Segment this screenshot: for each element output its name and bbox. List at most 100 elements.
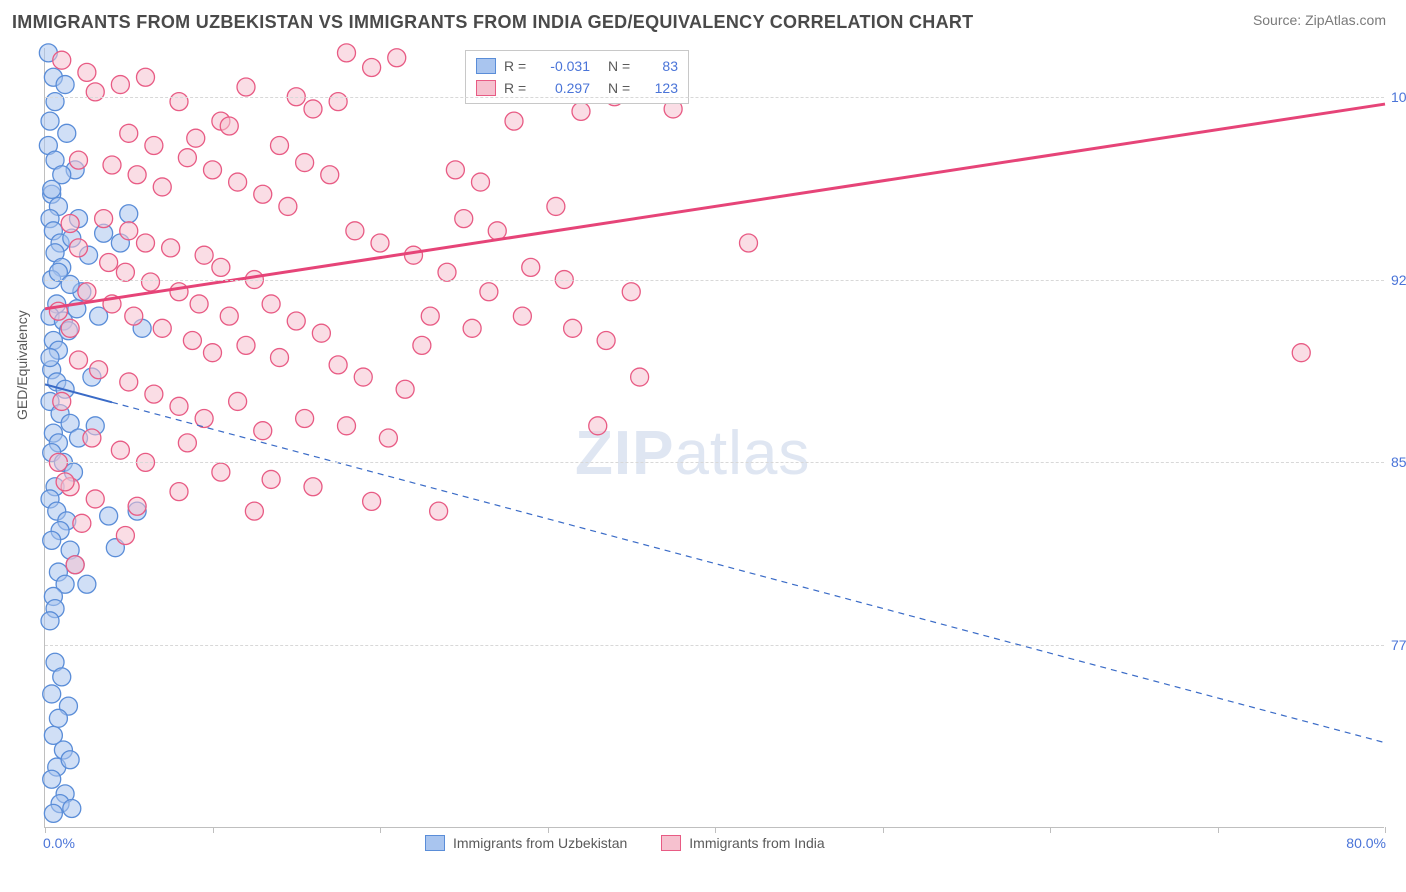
- data-point: [145, 385, 163, 403]
- data-point: [116, 263, 134, 281]
- data-point: [505, 112, 523, 130]
- data-point: [204, 344, 222, 362]
- data-point: [46, 93, 64, 111]
- data-point: [178, 149, 196, 167]
- data-point: [430, 502, 448, 520]
- data-point: [86, 83, 104, 101]
- data-point: [78, 63, 96, 81]
- data-point: [287, 312, 305, 330]
- data-point: [363, 59, 381, 77]
- x-tick: [213, 827, 214, 833]
- scatter-svg: [45, 48, 1384, 827]
- stats-row: R =-0.031N =83: [476, 55, 678, 77]
- data-point: [455, 210, 473, 228]
- data-point: [271, 137, 289, 155]
- data-point: [212, 463, 230, 481]
- data-point: [41, 349, 59, 367]
- data-point: [43, 685, 61, 703]
- data-point: [128, 497, 146, 515]
- data-point: [405, 246, 423, 264]
- data-point: [237, 336, 255, 354]
- data-point: [513, 307, 531, 325]
- n-label: N =: [608, 77, 636, 99]
- data-point: [446, 161, 464, 179]
- n-value: 123: [644, 77, 678, 99]
- data-point: [73, 514, 91, 532]
- data-point: [90, 361, 108, 379]
- gridline: [45, 97, 1384, 98]
- x-axis-end: 80.0%: [1346, 835, 1386, 851]
- data-point: [111, 441, 129, 459]
- data-point: [597, 332, 615, 350]
- data-point: [229, 173, 247, 191]
- source-label: Source: ZipAtlas.com: [1253, 12, 1386, 28]
- data-point: [195, 246, 213, 264]
- data-point: [1292, 344, 1310, 362]
- data-point: [438, 263, 456, 281]
- x-tick: [715, 827, 716, 833]
- data-point: [396, 380, 414, 398]
- data-point: [212, 258, 230, 276]
- data-point: [145, 137, 163, 155]
- data-point: [137, 68, 155, 86]
- r-value: 0.297: [540, 77, 590, 99]
- swatch-icon: [476, 58, 496, 74]
- x-tick: [883, 827, 884, 833]
- data-point: [56, 473, 74, 491]
- data-point: [183, 332, 201, 350]
- data-point: [120, 124, 138, 142]
- data-point: [170, 483, 188, 501]
- data-point: [78, 283, 96, 301]
- data-point: [254, 185, 272, 203]
- data-point: [740, 234, 758, 252]
- data-point: [162, 239, 180, 257]
- data-point: [78, 575, 96, 593]
- r-label: R =: [504, 77, 532, 99]
- data-point: [53, 51, 71, 69]
- data-point: [622, 283, 640, 301]
- data-point: [254, 422, 272, 440]
- x-tick: [1050, 827, 1051, 833]
- data-point: [137, 234, 155, 252]
- data-point: [354, 368, 372, 386]
- legend-label: Immigrants from Uzbekistan: [453, 835, 627, 851]
- data-point: [100, 507, 118, 525]
- data-point: [363, 492, 381, 510]
- data-point: [153, 319, 171, 337]
- x-tick: [45, 827, 46, 833]
- data-point: [70, 151, 88, 169]
- chart-title: IMMIGRANTS FROM UZBEKISTAN VS IMMIGRANTS…: [12, 12, 973, 33]
- data-point: [371, 234, 389, 252]
- gridline: [45, 462, 1384, 463]
- legend-label: Immigrants from India: [689, 835, 824, 851]
- r-value: -0.031: [540, 55, 590, 77]
- data-point: [271, 349, 289, 367]
- data-point: [296, 154, 314, 172]
- data-point: [304, 100, 322, 118]
- data-point: [463, 319, 481, 337]
- data-point: [100, 254, 118, 272]
- data-point: [83, 429, 101, 447]
- data-point: [329, 93, 347, 111]
- data-point: [229, 392, 247, 410]
- data-point: [120, 222, 138, 240]
- n-label: N =: [608, 55, 636, 77]
- data-point: [187, 129, 205, 147]
- data-point: [70, 239, 88, 257]
- data-point: [279, 197, 297, 215]
- data-point: [220, 117, 238, 135]
- chart-plot-area: ZIPatlas R =-0.031N =83R =0.297N =123 0.…: [44, 48, 1384, 828]
- data-point: [190, 295, 208, 313]
- data-point: [346, 222, 364, 240]
- data-point: [413, 336, 431, 354]
- data-point: [58, 124, 76, 142]
- gridline: [45, 645, 1384, 646]
- data-point: [312, 324, 330, 342]
- data-point: [338, 44, 356, 62]
- data-point: [95, 210, 113, 228]
- data-point: [170, 283, 188, 301]
- data-point: [61, 319, 79, 337]
- x-tick: [380, 827, 381, 833]
- data-point: [522, 258, 540, 276]
- data-point: [41, 112, 59, 130]
